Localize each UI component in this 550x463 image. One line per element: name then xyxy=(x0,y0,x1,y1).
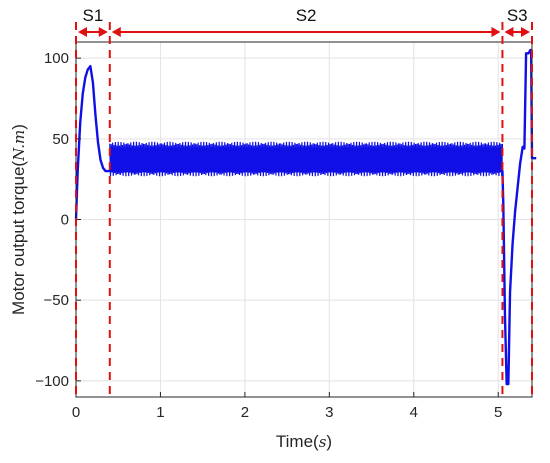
y-axis-unit: N.m xyxy=(10,130,28,162)
stage-arrowhead-left xyxy=(504,27,514,37)
stage-arrowhead-left xyxy=(111,27,121,37)
stage-label: S3 xyxy=(507,6,528,25)
stage-arrowhead-left xyxy=(78,27,87,37)
stage-arrowhead-right xyxy=(98,27,108,37)
stage-boundaries xyxy=(75,22,533,397)
y-tick-label: −50 xyxy=(44,292,69,309)
y-tick-label: 100 xyxy=(44,50,69,67)
x-tick-label: 0 xyxy=(72,404,80,421)
axis-ticks: 0 1 2 3 4 5 −100 −50 0 50 100 xyxy=(35,50,502,421)
y-tick-label: 0 xyxy=(61,212,69,229)
stage-arrowhead-right xyxy=(491,27,501,37)
oscillation-band xyxy=(109,141,504,177)
stage-arrowhead-right xyxy=(521,27,530,37)
y-axis-label-text: Motor output torque xyxy=(9,167,28,315)
stage-annotations: S1 S2 S3 xyxy=(78,6,530,37)
torque-line xyxy=(74,48,537,386)
y-axis-label: Motor output torque(N.m) xyxy=(9,124,28,315)
stage-label: S2 xyxy=(296,6,317,25)
x-axis-label-text: Time xyxy=(276,432,313,451)
stage-label: S1 xyxy=(82,6,103,25)
y-tick-label: −100 xyxy=(35,373,69,390)
oscillation-trace xyxy=(109,141,504,177)
x-tick-label: 2 xyxy=(241,404,249,421)
x-tick-label: 3 xyxy=(325,404,333,421)
x-axis-label: Time(s) xyxy=(276,432,332,451)
x-tick-label: 5 xyxy=(494,404,502,421)
x-tick-label: 4 xyxy=(410,404,418,421)
x-axis-unit: s xyxy=(319,433,327,451)
x-tick-label: 1 xyxy=(156,404,164,421)
grid-lines xyxy=(75,42,532,397)
y-tick-label: 50 xyxy=(52,131,69,148)
series-line xyxy=(74,48,537,386)
